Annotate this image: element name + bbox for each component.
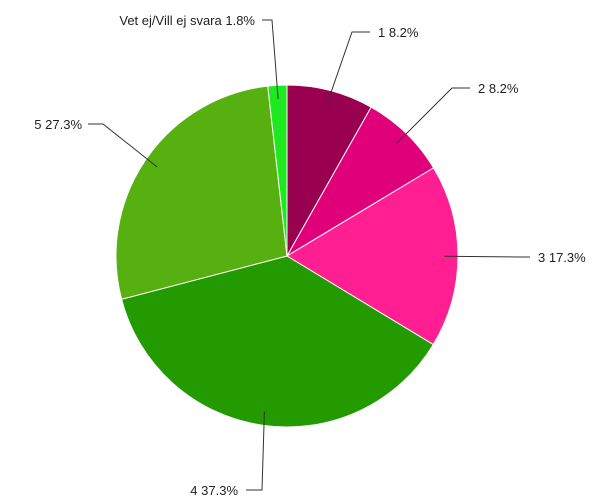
slice-label-4: 4 37.3% xyxy=(190,483,238,498)
pie-slice-1 xyxy=(286,84,372,258)
leader-line-1 xyxy=(326,31,370,105)
pie-slice-4 xyxy=(120,255,434,428)
leader-lines xyxy=(88,19,530,491)
leader-line-2 xyxy=(396,87,470,144)
slice-label-5: 5 27.3% xyxy=(34,117,82,132)
slice-label-1: 1 8.2% xyxy=(378,25,419,40)
slice-label-6: Vet ej/Vill ej svara 1.8% xyxy=(119,13,255,28)
leader-line-3 xyxy=(444,255,530,258)
leader-line-6 xyxy=(262,19,279,99)
slice-label-2: 2 8.2% xyxy=(478,81,519,96)
pie-slices xyxy=(115,84,459,428)
pie-slice-5 xyxy=(115,85,288,300)
leader-line-5 xyxy=(88,123,158,168)
leader-line-4 xyxy=(246,411,265,491)
slice-label-3: 3 17.3% xyxy=(538,250,586,265)
slice-labels: 1 8.2% 2 8.2% 3 17.3% 4 37.3% 5 27.3% Vet ej/… xyxy=(34,13,586,498)
